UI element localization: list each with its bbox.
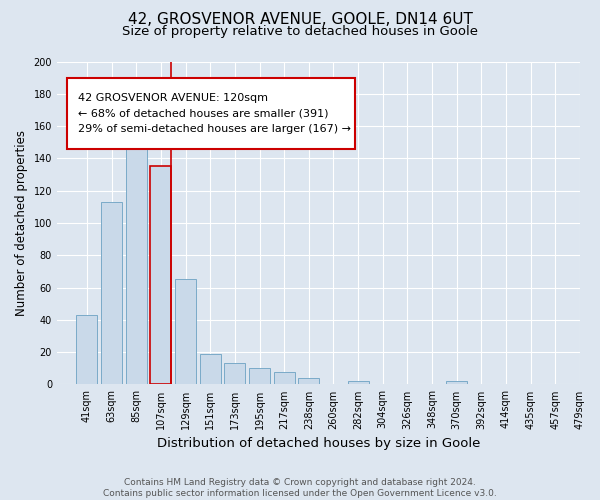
Text: Contains HM Land Registry data © Crown copyright and database right 2024.
Contai: Contains HM Land Registry data © Crown c…: [103, 478, 497, 498]
Bar: [200, 354, 221, 384]
Bar: [76, 315, 97, 384]
Bar: [151, 166, 172, 384]
Bar: [101, 202, 122, 384]
Text: 42, GROSVENOR AVENUE, GOOLE, DN14 6UT: 42, GROSVENOR AVENUE, GOOLE, DN14 6UT: [128, 12, 472, 28]
Bar: [249, 368, 270, 384]
Bar: [126, 126, 147, 384]
Y-axis label: Number of detached properties: Number of detached properties: [15, 130, 28, 316]
X-axis label: Distribution of detached houses by size in Goole: Distribution of detached houses by size …: [157, 437, 480, 450]
Bar: [175, 280, 196, 384]
Text: Size of property relative to detached houses in Goole: Size of property relative to detached ho…: [122, 25, 478, 38]
Text: 42 GROSVENOR AVENUE: 120sqm
← 68% of detached houses are smaller (391)
29% of se: 42 GROSVENOR AVENUE: 120sqm ← 68% of det…: [78, 92, 351, 134]
FancyBboxPatch shape: [67, 78, 355, 148]
Bar: [298, 378, 319, 384]
Bar: [347, 381, 368, 384]
Bar: [224, 364, 245, 384]
Bar: [274, 372, 295, 384]
Bar: [446, 381, 467, 384]
